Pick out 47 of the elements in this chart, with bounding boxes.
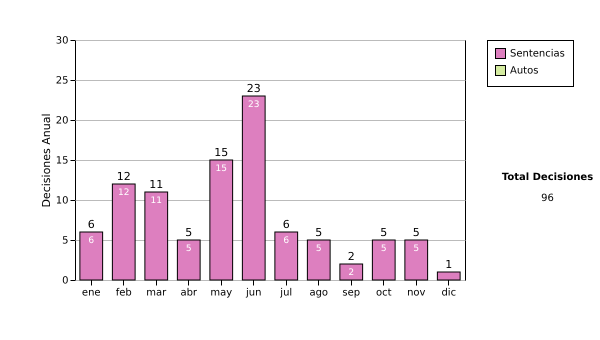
data-label: 5	[413, 244, 420, 254]
total-label: 1	[445, 258, 452, 271]
x-tick-label: jul	[279, 288, 292, 298]
y-tick-label: 0	[62, 276, 68, 286]
y-tick-label: 5	[62, 236, 68, 246]
x-tick-label: jun	[245, 288, 262, 298]
y-tick-label: 20	[56, 116, 68, 126]
x-tick-label: abr	[180, 288, 198, 298]
total-label: 5	[412, 226, 420, 239]
data-label: 2	[348, 268, 354, 278]
legend-label: Autos	[510, 66, 538, 76]
total-label: 6	[88, 218, 95, 231]
legend-label: Sentencias	[510, 48, 565, 60]
total-label: 15	[214, 146, 228, 159]
x-tick-label: oct	[376, 288, 392, 298]
data-label: 23	[248, 100, 260, 110]
y-axis-title: Decisiones Anual	[40, 113, 53, 208]
text: Total Decisiones	[500, 172, 594, 183]
total-label: 12	[116, 170, 131, 183]
y-tick-label: 25	[56, 76, 68, 86]
data-label: 15	[216, 164, 227, 174]
total-label: 6	[282, 218, 290, 231]
x-tick-label: nov	[407, 288, 426, 298]
total-label: 5	[380, 226, 388, 239]
x-tick-label: ago	[309, 288, 328, 298]
data-label: 5	[316, 244, 322, 254]
x-tick-label: dic	[441, 288, 456, 298]
x-tick-label: sep	[342, 288, 360, 298]
y-tick-label: 30	[56, 36, 68, 46]
x-tick-label: feb	[116, 288, 132, 298]
data-label: 6	[88, 236, 94, 246]
x-tick-label: ene	[82, 288, 101, 298]
text: 96	[540, 193, 555, 204]
data-label: 5	[186, 244, 192, 254]
data-label: 5	[380, 244, 387, 254]
data-label: 6	[283, 236, 290, 246]
x-tick-label: mar	[146, 288, 168, 298]
total-label: 2	[348, 250, 355, 263]
data-label: 11	[150, 196, 162, 206]
x-tick-label: may	[210, 288, 232, 298]
total-label: 11	[149, 178, 164, 191]
y-tick-label: 10	[56, 196, 68, 206]
total-label: 5	[185, 226, 192, 239]
total-label: 5	[315, 226, 322, 239]
total-label: 23	[246, 82, 261, 95]
y-tick-label: 15	[56, 156, 68, 166]
data-label: 12	[118, 188, 130, 198]
